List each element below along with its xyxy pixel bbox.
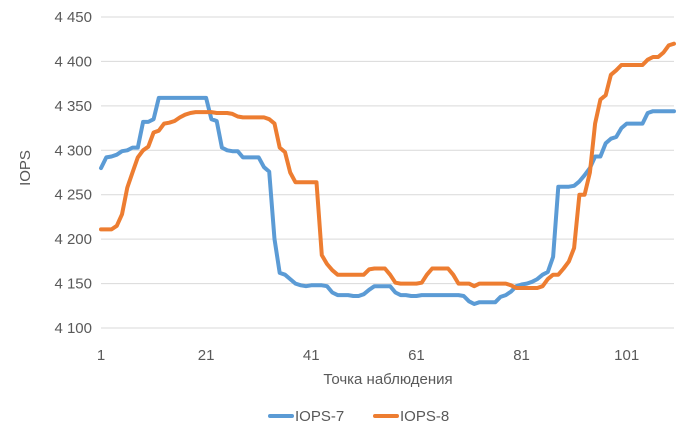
y-tick-label: 4 300	[54, 142, 92, 159]
y-axis-ticks: 4 100 4 150 4 200 4 250 4 300 4 350 4 400 4 450	[54, 9, 92, 337]
x-tick-label: 1	[97, 347, 105, 364]
y-tick-label: 4 200	[54, 231, 92, 248]
x-tick-label: 81	[513, 347, 530, 364]
y-tick-label: 4 450	[54, 9, 92, 26]
x-axis-title: Точка наблюдения	[323, 371, 452, 388]
x-tick-label: 101	[614, 347, 639, 364]
y-tick-label: 4 400	[54, 53, 92, 70]
y-tick-label: 4 350	[54, 98, 92, 115]
x-axis-ticks: 1 21 41 61 81 101	[97, 347, 639, 364]
y-axis-title: IOPS	[17, 150, 34, 186]
series-line-iops-7	[99, 95, 676, 306]
y-tick-label: 4 100	[54, 320, 92, 337]
y-tick-label: 4 150	[54, 276, 92, 293]
y-tick-label: 4 250	[54, 187, 92, 204]
gridlines	[101, 16, 674, 329]
series-lines	[99, 41, 676, 306]
legend-label-iops-8: IOPS-8	[400, 408, 449, 425]
x-tick-label: 21	[198, 347, 215, 364]
legend-label-iops-7: IOPS-7	[295, 408, 344, 425]
x-tick-label: 41	[303, 347, 320, 364]
x-tick-label: 61	[408, 347, 425, 364]
series-line-iops-8	[99, 41, 676, 290]
legend: IOPS-7 IOPS-8	[268, 408, 449, 425]
